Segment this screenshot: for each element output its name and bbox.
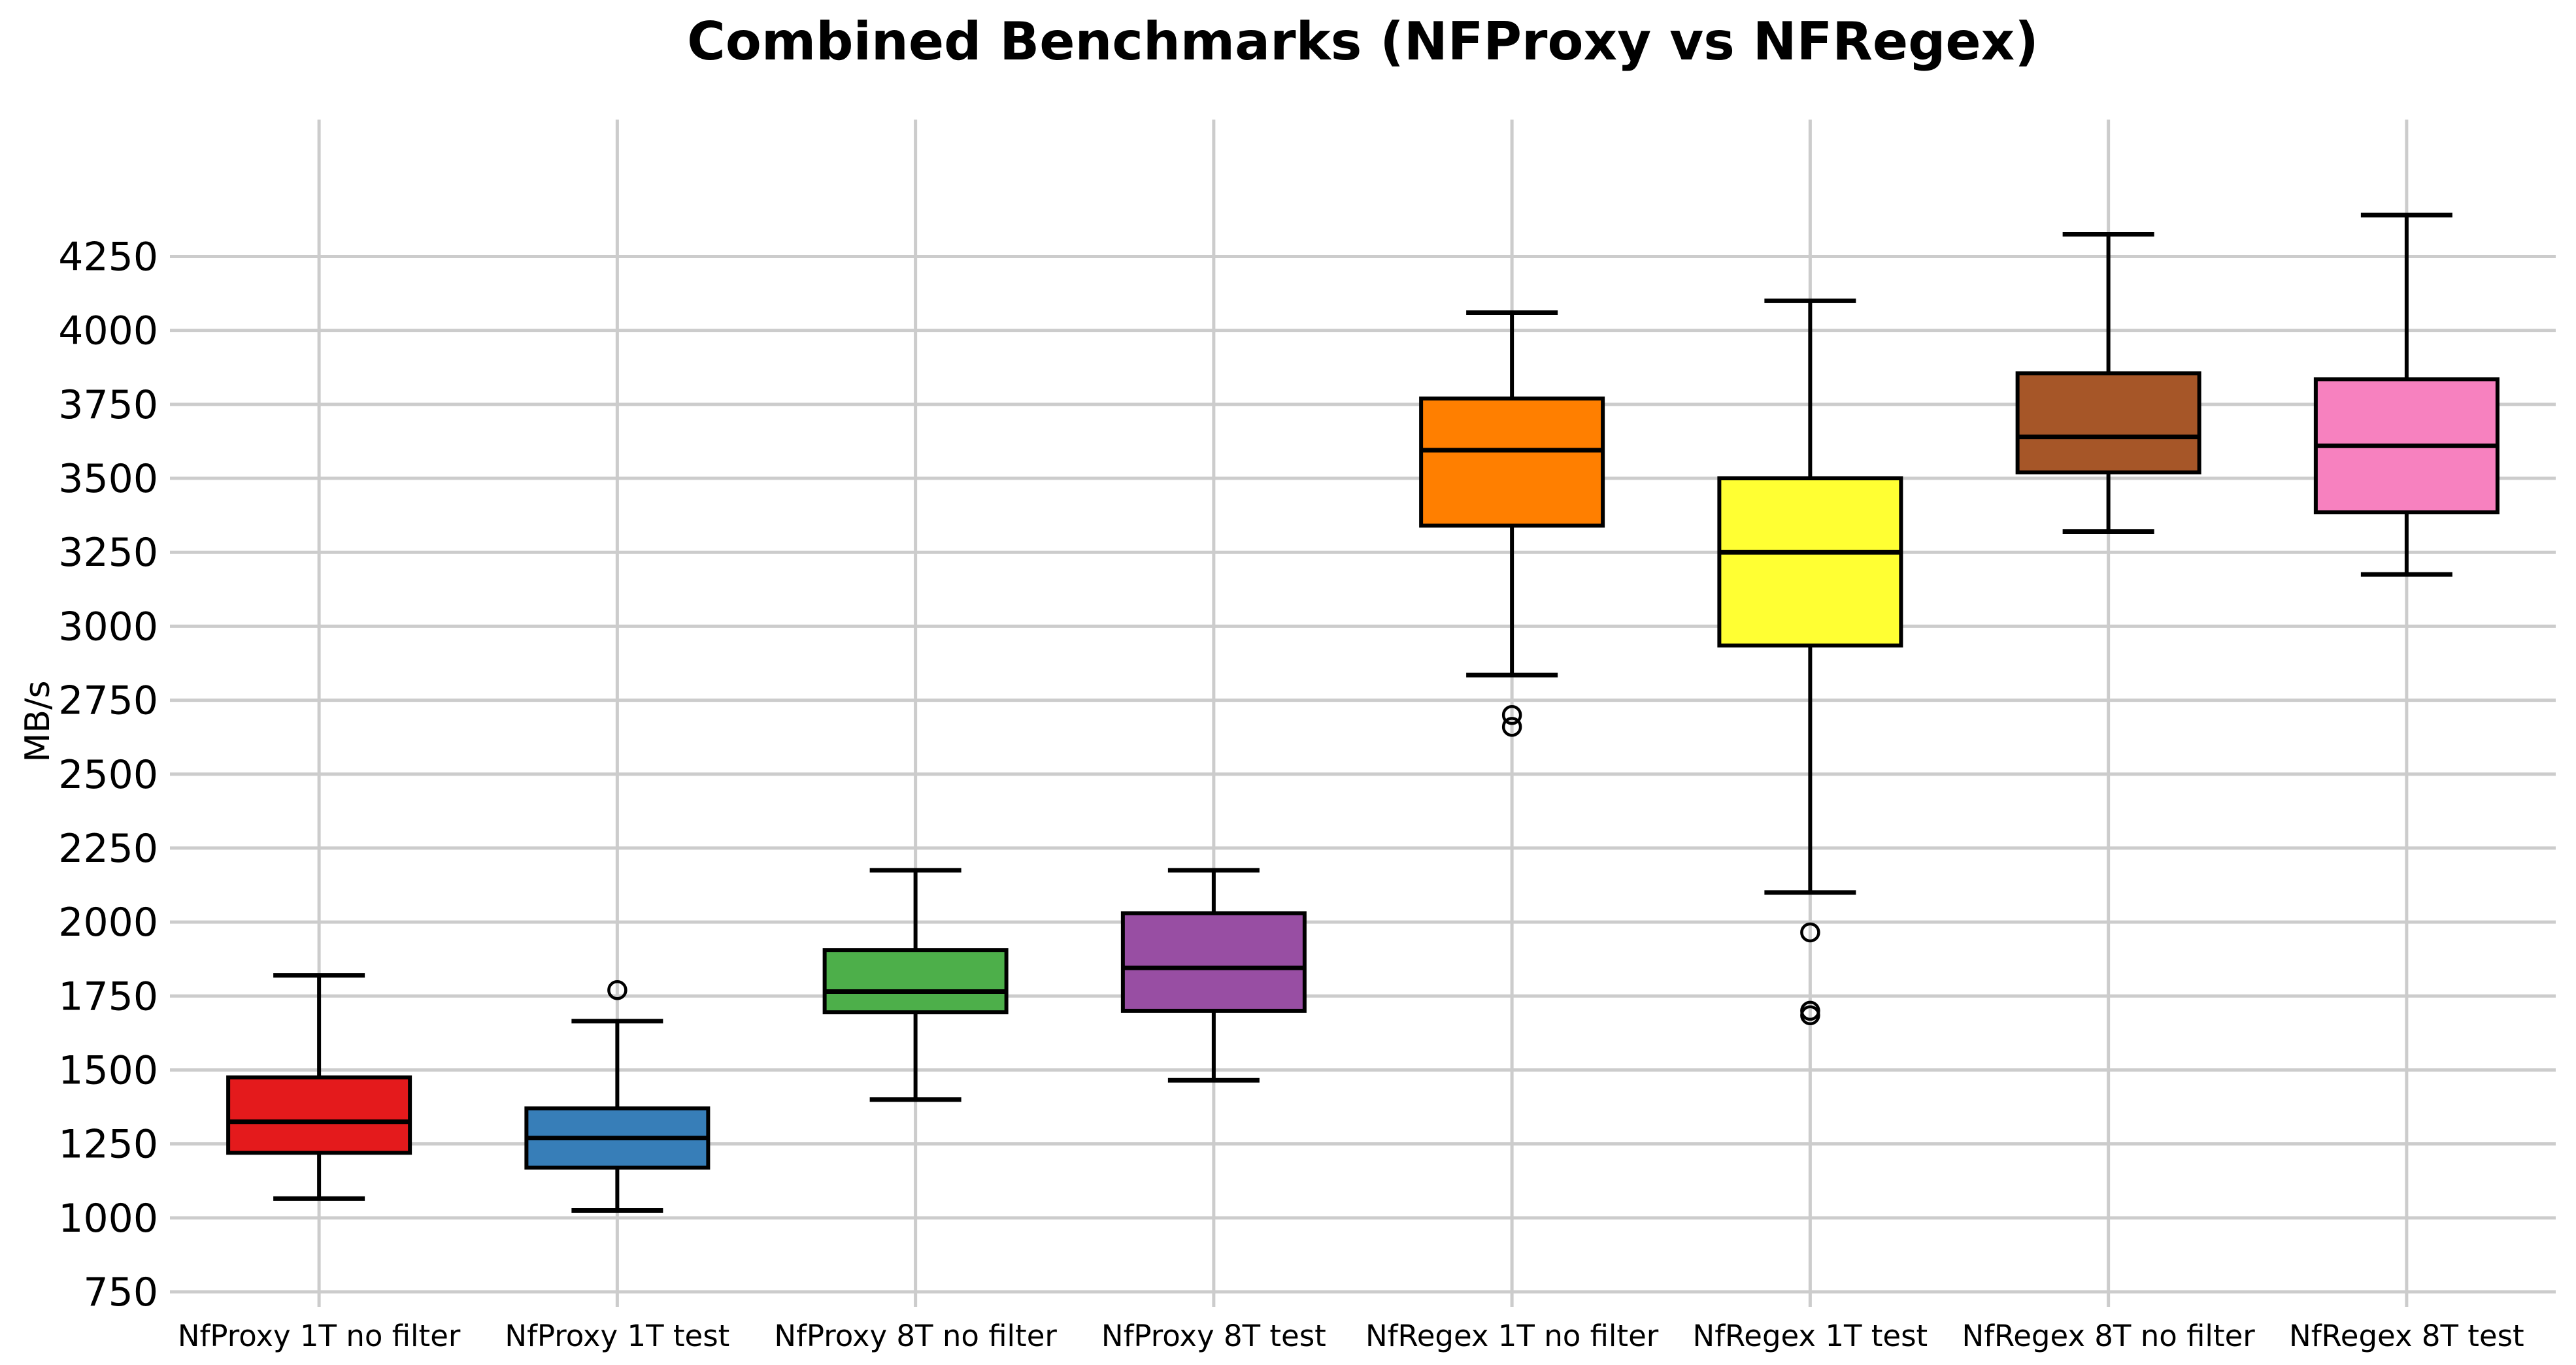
outlier-point [1501,717,1522,737]
gridlines [170,120,2556,1307]
y-tick-label: 3250 [58,530,158,576]
outlier-point [1501,704,1522,725]
outlier-point [1800,922,1820,943]
y-tick-label: 4000 [58,308,158,354]
y-tick-label: 2000 [58,900,158,946]
boxplot-3 [822,868,1009,1102]
boxplot-1 [226,973,412,1201]
boxplot-5 [1419,310,1605,737]
x-category-label: NfRegex 8T test [2289,1319,2524,1353]
y-tick-label: 2500 [58,752,158,798]
y-tick-label: 1750 [58,974,158,1019]
x-category-label: NfProxy 1T test [505,1319,729,1353]
y-tick-label: 3000 [58,604,158,650]
x-category-label: NfRegex 1T no filter [1365,1319,1659,1353]
box-rect [1120,911,1307,1013]
outlier-point [607,979,627,1000]
x-category-label: NfProxy 8T test [1101,1319,1326,1353]
y-tick-label: 2250 [58,826,158,872]
y-tick-label: 750 [83,1270,158,1315]
y-tick-label: 4250 [58,235,158,280]
y-tick-label: 3750 [58,382,158,428]
outlier-point [1800,1005,1820,1025]
x-category-label: NfProxy 8T no filter [774,1319,1057,1353]
box-rect [226,1075,412,1155]
x-tick-labels: NfProxy 1T no filter NfProxy 1T test NfPro… [178,1319,2524,1353]
boxplot-8 [2313,212,2500,577]
y-tick-label: 1000 [58,1196,158,1242]
boxplot-4 [1120,868,1307,1083]
boxplot-6 [1717,298,1903,1025]
x-category-label: NfRegex 1T test [1693,1319,1928,1353]
box-rect [2015,371,2201,474]
y-tick-label: 1250 [58,1122,158,1168]
box-rect [822,948,1009,1015]
chart-title: Combined Benchmarks (NFProxy vs NFRegex) [687,11,2039,72]
box-rect [1419,396,1605,528]
boxplot-2 [524,979,711,1213]
y-tick-labels: 750 1000 1250 1500 1750 2000 2250 2500 2750 3000 3… [58,235,158,1316]
y-tick-label: 3500 [58,456,158,502]
x-category-label: NfRegex 8T no filter [1962,1319,2255,1353]
box-rect [1717,476,1903,648]
y-tick-label: 2750 [58,678,158,724]
x-category-label: NfProxy 1T no filter [178,1319,461,1353]
y-tick-label: 1500 [58,1047,158,1093]
boxplot-7 [2015,232,2201,534]
